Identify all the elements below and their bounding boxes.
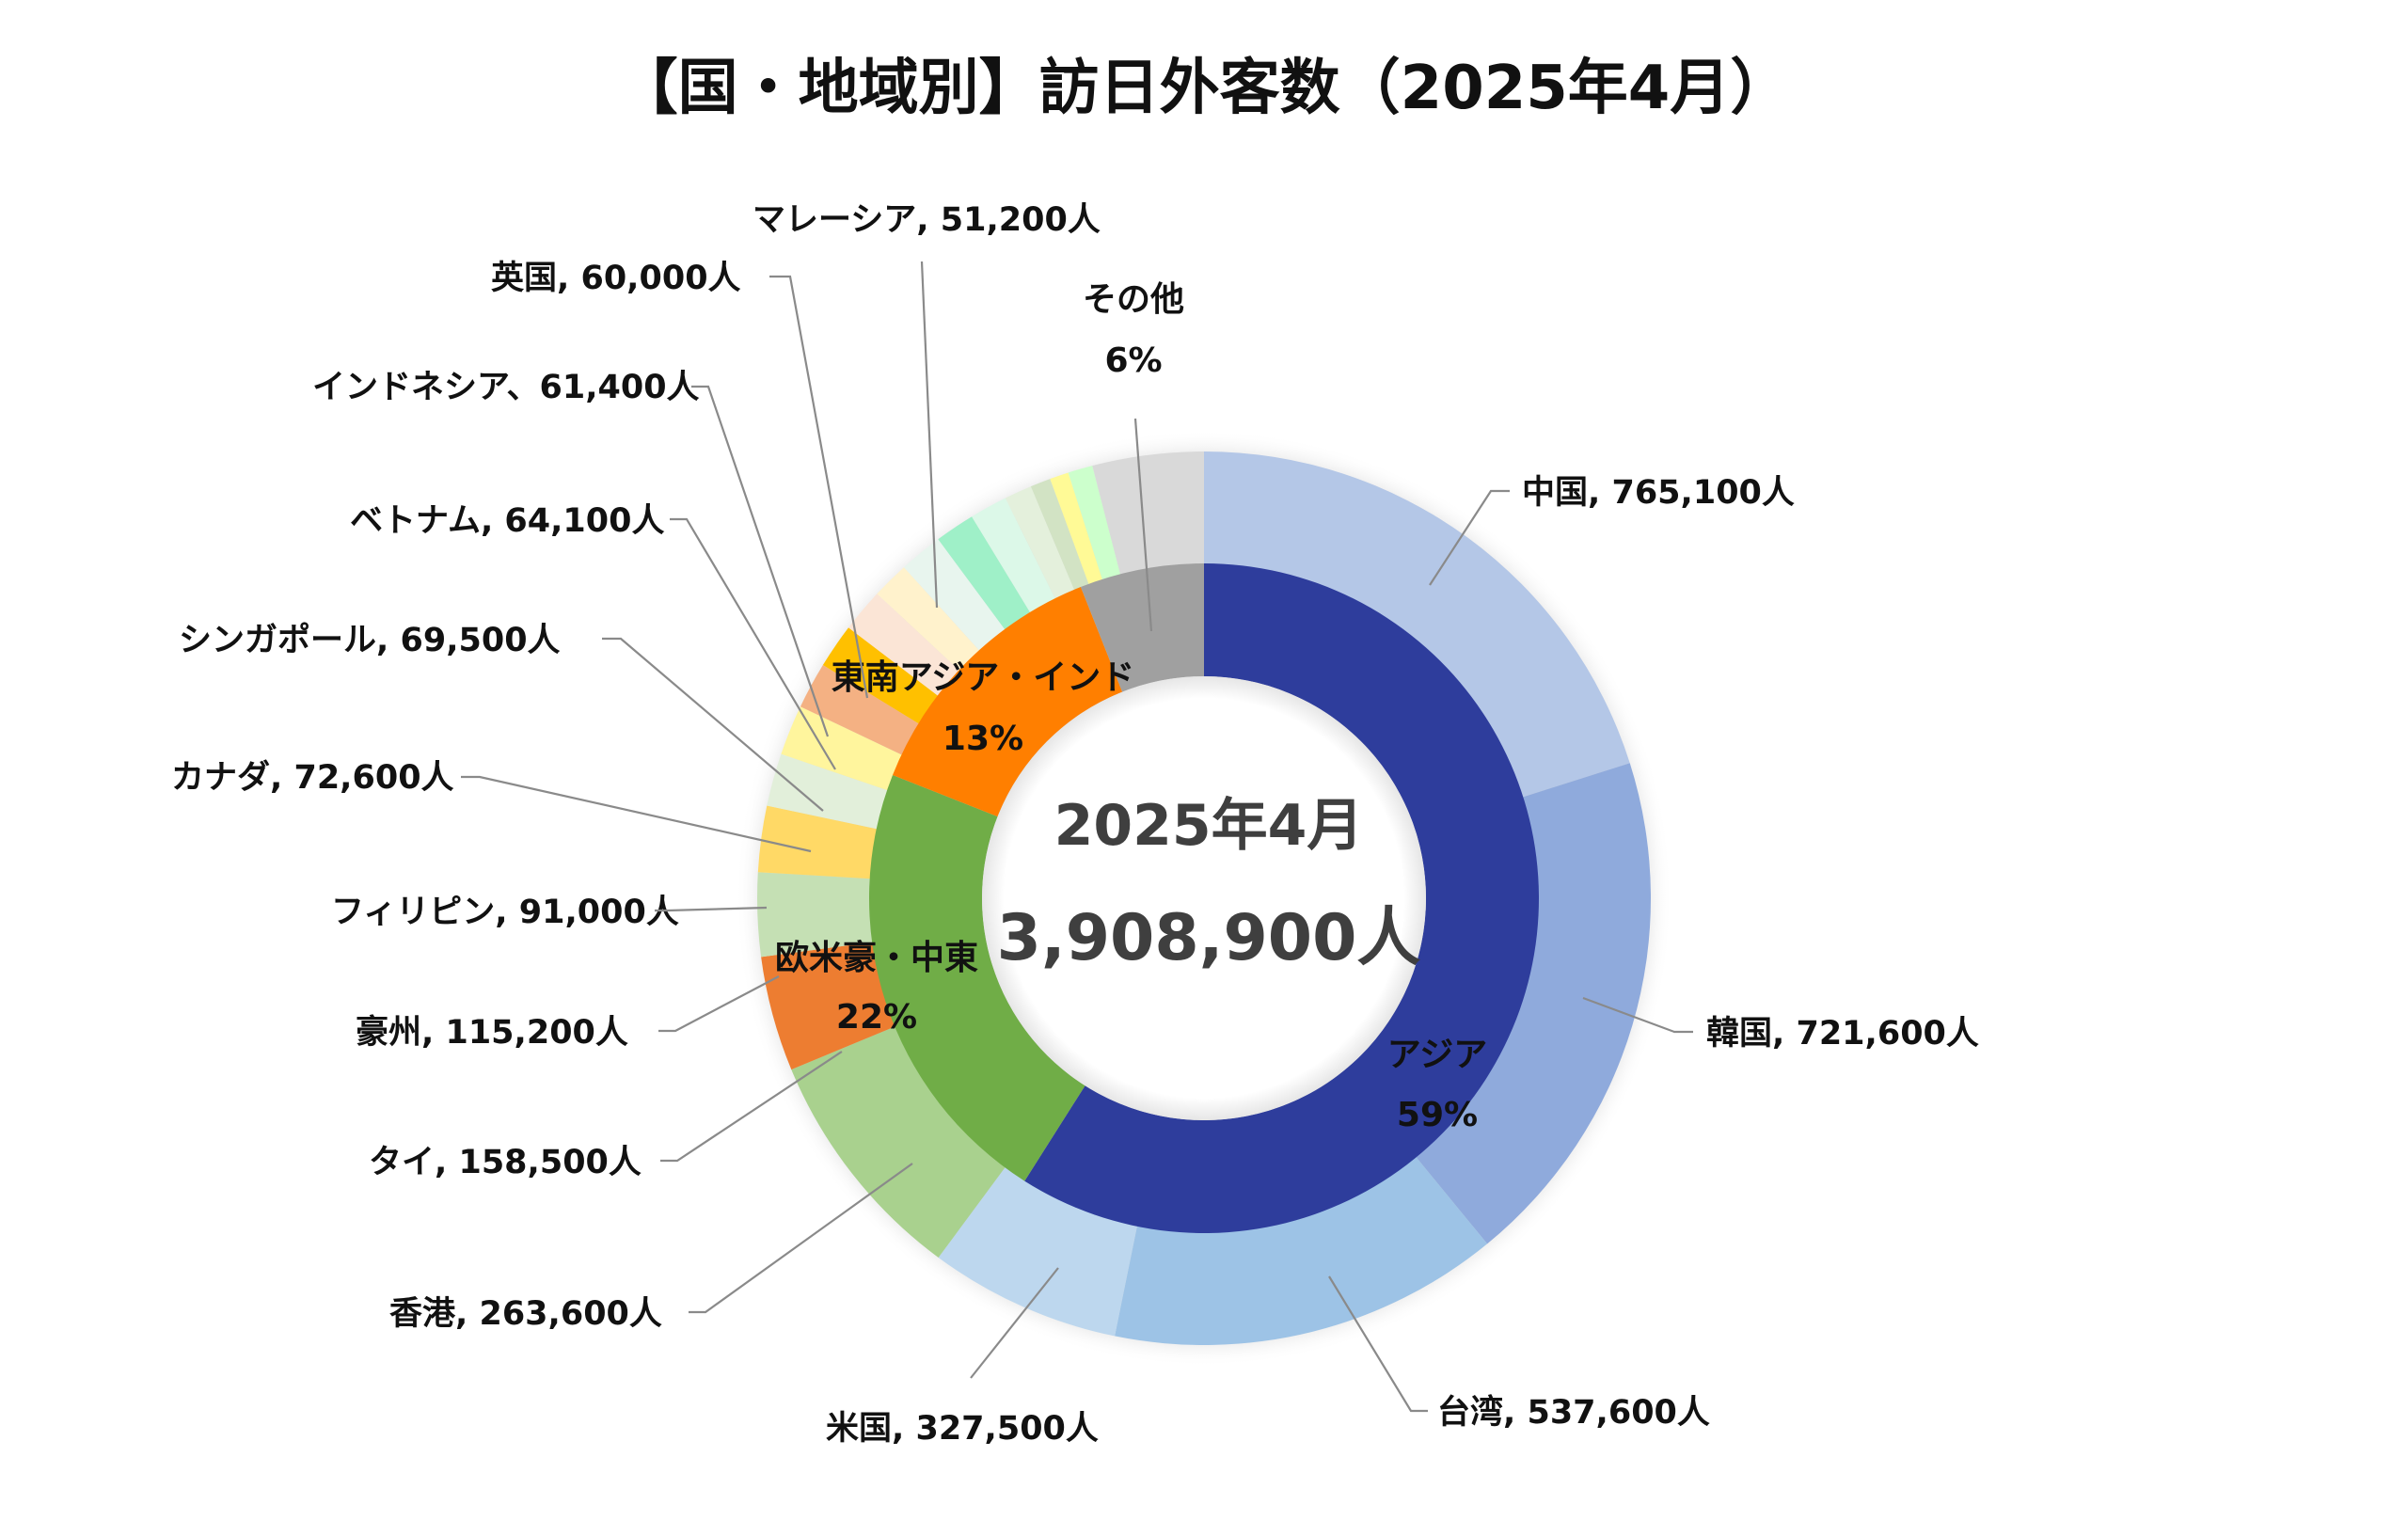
group-label-sea-name: 東南アジア・インド <box>832 658 1135 697</box>
leader-line-philippines <box>655 906 768 912</box>
inner-slice-3 <box>1080 563 1204 692</box>
group-label-western-name: 欧米豪・中東 <box>775 939 978 977</box>
outer-slice-0 <box>1204 451 1630 798</box>
leader-line-vietnam <box>670 517 836 770</box>
outer-slice-15 <box>938 516 1031 630</box>
inner-slice-1 <box>869 774 1085 1181</box>
leader-line-other <box>1133 418 1153 632</box>
group-label-asia-pct: 59% <box>1397 1096 1478 1134</box>
group-label-asia-name: アジア <box>1387 1036 1488 1074</box>
data-label-usa: 米国, 327,500人 <box>826 1410 1099 1448</box>
outer-slice-14 <box>903 539 1006 652</box>
outer-slice-5 <box>761 942 896 1070</box>
outer-slice-11 <box>822 627 939 724</box>
outer-slice-2 <box>1115 1156 1488 1345</box>
center-month-label: 2025年4月 <box>1054 793 1364 859</box>
outer-slice-4 <box>791 1026 1006 1258</box>
outer-slice-7 <box>757 805 878 879</box>
outer-slice-13 <box>877 567 980 672</box>
data-label-thailand: タイ, 158,500人 <box>369 1144 642 1181</box>
group-label-sea-pct: 13% <box>943 720 1023 758</box>
outer-slice-6 <box>757 872 874 958</box>
inner-slice-2 <box>892 586 1123 817</box>
outer-slice-17 <box>1005 486 1075 600</box>
inner-slice-0 <box>1024 563 1540 1233</box>
group-label-other-pct: 6% <box>1104 341 1162 380</box>
outer-slice-1 <box>1416 763 1651 1244</box>
outer-slice-21 <box>1092 451 1204 576</box>
leader-line-thailand <box>660 1051 843 1163</box>
chart-title: 【国・地域別】訪日外客数（2025年4月） <box>618 54 1791 123</box>
outer-slice-3 <box>938 1166 1138 1337</box>
data-label-philippines: フィリピン, 91,000人 <box>331 894 679 931</box>
outer-slice-19 <box>1050 472 1103 585</box>
leader-line-taiwan <box>1328 1275 1428 1413</box>
data-label-uk: 英国, 60,000人 <box>491 260 741 297</box>
group-label-western-pct: 22% <box>836 998 917 1037</box>
data-label-taiwan: 台湾, 537,600人 <box>1437 1393 1710 1432</box>
leader-line-usa <box>970 1267 1059 1379</box>
outer-slice-20 <box>1068 466 1121 580</box>
outer-slice-16 <box>972 498 1056 613</box>
data-label-canada: カナダ, 72,600人 <box>171 759 454 797</box>
leader-line-canada <box>461 775 812 853</box>
outer-slice-8 <box>767 753 889 830</box>
outer-slice-18 <box>1030 479 1089 591</box>
leader-line-australia <box>658 975 780 1033</box>
data-label-vietnam: ベトナム, 64,100人 <box>350 502 665 540</box>
leader-line-malaysia <box>920 261 939 609</box>
donut-hole <box>982 676 1426 1120</box>
group-label-other-name: その他 <box>1083 280 1184 319</box>
data-label-malaysia: マレーシア, 51,200人 <box>752 201 1101 239</box>
leader-line-china <box>1429 489 1510 586</box>
center-total-label: 3,908,900人 <box>997 901 1421 975</box>
leader-line-singapore <box>602 637 824 812</box>
leader-line-indonesia <box>691 385 830 737</box>
data-label-australia: 豪州, 115,200人 <box>356 1014 628 1052</box>
outer-slice-10 <box>800 665 920 755</box>
inner-ring <box>869 563 1540 1233</box>
leader-line-korea <box>1582 996 1693 1034</box>
leader-line-uk <box>769 275 869 699</box>
data-label-hongkong: 香港, 263,600人 <box>389 1295 662 1333</box>
data-label-indonesia: インドネシア、61,400人 <box>312 369 700 406</box>
data-label-korea: 韓国, 721,600人 <box>1706 1015 1979 1053</box>
outer-slice-12 <box>848 594 960 696</box>
data-label-china: 中国, 765,100人 <box>1522 474 1795 512</box>
leader-line-hongkong <box>689 1163 913 1314</box>
data-label-singapore: シンガポール, 69,500人 <box>179 621 561 659</box>
